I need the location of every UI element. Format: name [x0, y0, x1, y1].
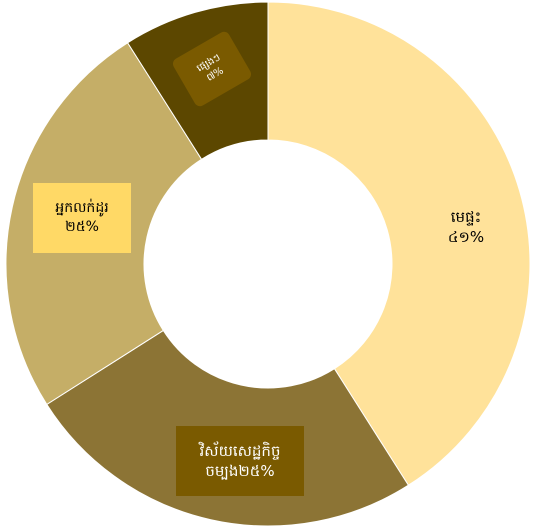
slice-value: ៤១% — [447, 228, 485, 246]
slice-name: វិស័យសេដ្ឋកិច្ច — [199, 441, 281, 460]
slice-value: ចម្បង២៥% — [205, 462, 275, 480]
slice-name: មេផ្ទះ — [450, 207, 482, 226]
slice-value: ២៥% — [65, 219, 99, 235]
slice-name: អ្នកលក់ដូរ — [55, 200, 109, 217]
slice-label-3: អ្នកលក់ដូរ២៥% — [33, 183, 131, 253]
slice-1 — [267, 1, 531, 486]
slice-label-2: វិស័យសេដ្ឋកិច្ចចម្បង២៥% — [176, 426, 304, 496]
slice-label-1: មេផ្ទះ៤១% — [416, 195, 516, 259]
